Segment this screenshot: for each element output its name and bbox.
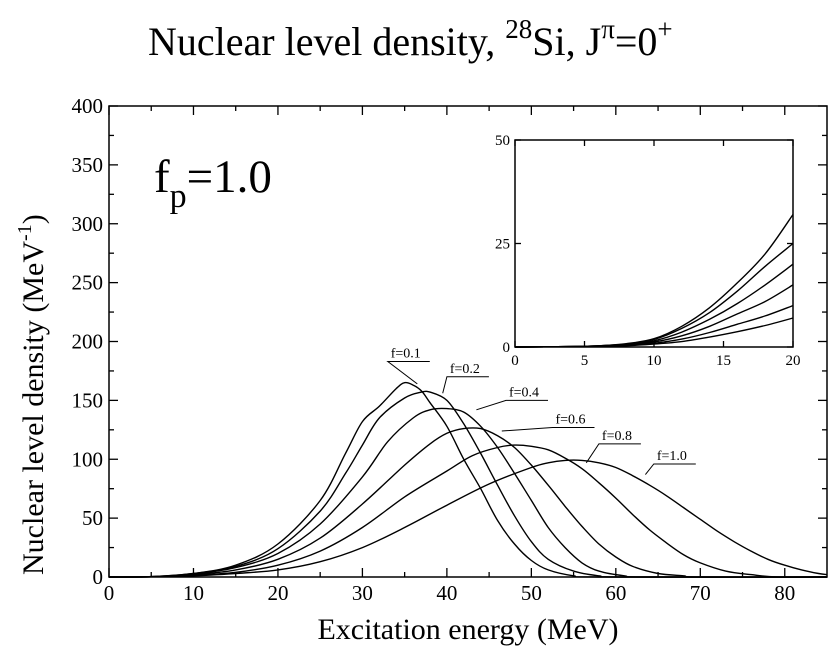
inset-y-tick-label-50: 50	[495, 133, 510, 149]
y-tick-label-250: 250	[72, 271, 104, 295]
y-tick-label-400: 400	[72, 94, 104, 118]
y-tick-label-200: 200	[72, 330, 104, 354]
inset-x-tick-label-20: 20	[786, 353, 801, 369]
inset-x-tick-label-10: 10	[647, 353, 662, 369]
curve-leader-f-1-0	[645, 463, 696, 475]
y-axis-label: Nuclear level density (MeV-1)	[14, 214, 50, 575]
y-tick-label-0: 0	[93, 565, 104, 589]
y-tick-label-50: 50	[82, 506, 103, 530]
curve-label-f-1-0: f=1.0	[657, 449, 687, 464]
curve-leader-f-0-4	[476, 399, 548, 411]
curve-leader-f-0-1	[386, 361, 430, 385]
inset-frame	[514, 139, 794, 348]
fp-annotation-value: =1.0	[187, 151, 272, 203]
fp-annotation-f: f	[154, 151, 170, 203]
series-line-f-0-2	[108, 390, 828, 578]
main-curves	[108, 381, 828, 578]
y-tick-label-100: 100	[72, 447, 104, 471]
x-tick-label-30: 30	[352, 581, 373, 605]
inset-x-tick-label-5: 5	[581, 353, 589, 369]
x-tick-label-0: 0	[104, 581, 115, 605]
y-tick-label-150: 150	[72, 388, 104, 412]
curve-leader-f-0-8	[585, 443, 641, 464]
inset-series-line-f-1-0	[514, 317, 794, 348]
curve-leader-f-0-6	[501, 427, 595, 432]
title-parity: π	[601, 14, 615, 44]
x-axis-label: Excitation energy (MeV)	[317, 613, 618, 646]
y-tick-label-300: 300	[72, 212, 104, 236]
inset-series-line-f-0-1	[514, 214, 794, 348]
series-line-f-0-4	[108, 407, 828, 578]
title-main: Nuclear level density,	[148, 19, 505, 64]
x-tick-label-50: 50	[521, 581, 542, 605]
chart-title: Nuclear level density, 28Si, Jπ=0+	[148, 14, 673, 64]
curve-label-f-0-1: f=0.1	[391, 347, 421, 362]
series-line-f-0-6	[108, 427, 828, 578]
x-tick-label-70: 70	[690, 581, 711, 605]
inset-ticks: 0 5 10 15 20 0 25 50	[495, 133, 801, 369]
x-tick-label-60: 60	[605, 581, 626, 605]
y-axis-label-main: Nuclear level density (MeV	[17, 241, 50, 575]
x-tick-label-10: 10	[183, 581, 204, 605]
title-sign: +	[657, 14, 672, 44]
inset-y-tick-label-0: 0	[503, 340, 511, 356]
series-line-f-0-8	[108, 444, 828, 578]
curve-labels: f=0.1 f=0.2 f=0.4 f=0.6 f=0.8 f=1.0	[386, 347, 696, 475]
fp-annotation-sub: p	[170, 178, 187, 215]
curve-label-f-0-2: f=0.2	[450, 362, 480, 377]
x-tick-label-20: 20	[267, 581, 288, 605]
curve-label-f-0-6: f=0.6	[555, 412, 585, 427]
x-tick-label-80: 80	[774, 581, 795, 605]
inset-series-line-f-0-4	[514, 263, 794, 348]
x-tick-label-40: 40	[436, 581, 457, 605]
title-mass-number: 28	[505, 14, 532, 44]
main-ticks: 0 10 20 30 40 50 60 70 8005010015020025030035040…	[72, 94, 827, 605]
inset-curves	[514, 214, 794, 348]
fp-annotation: fp=1.0	[154, 151, 272, 215]
curve-leader-f-0-2	[442, 376, 489, 394]
curve-label-f-0-4: f=0.4	[509, 385, 539, 400]
title-element: Si, J	[532, 19, 601, 64]
title-equals: =0	[615, 19, 658, 64]
series-line-f-0-1	[108, 381, 828, 578]
series-line-f-1-0	[108, 459, 828, 578]
inset-x-tick-label-0: 0	[511, 353, 519, 369]
y-tick-label-350: 350	[72, 153, 104, 177]
inset-x-tick-label-15: 15	[716, 353, 731, 369]
inset-y-tick-label-25: 25	[495, 237, 510, 253]
y-axis-label-close: )	[17, 214, 50, 224]
y-axis-label-sup: -1	[14, 224, 36, 241]
curve-label-f-0-8: f=0.8	[602, 429, 632, 444]
